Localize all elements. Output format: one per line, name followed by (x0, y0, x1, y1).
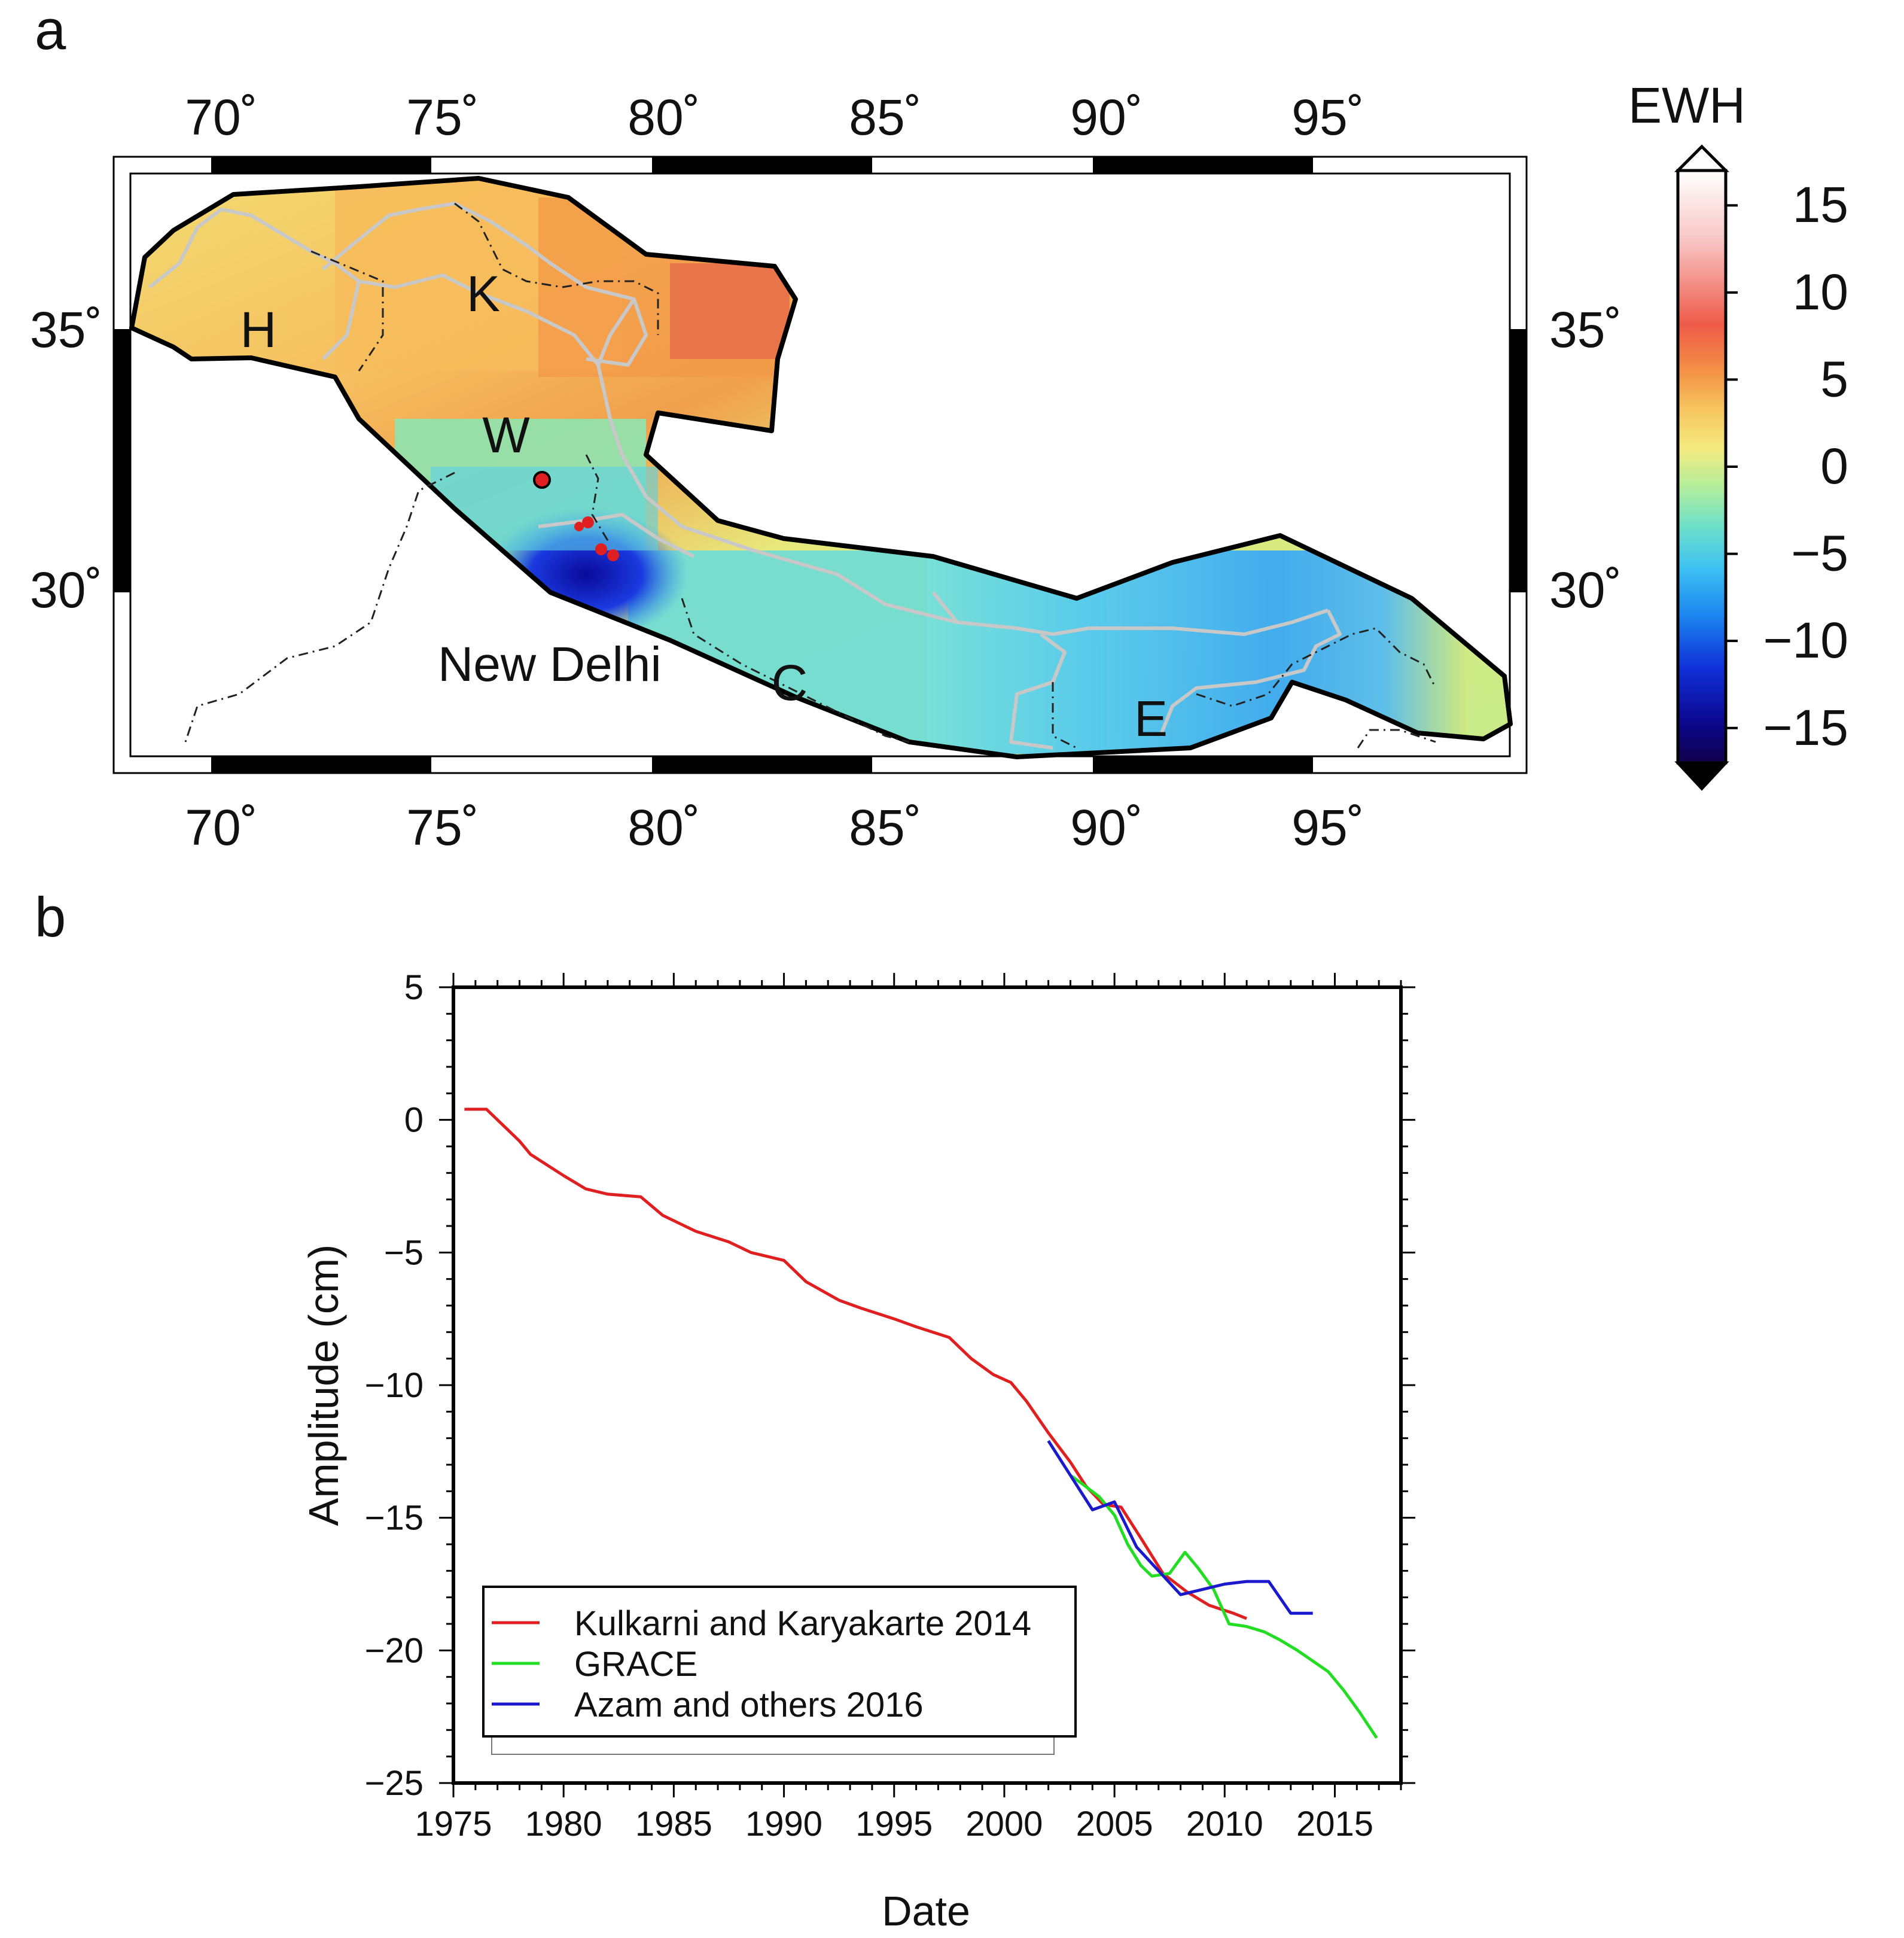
lon-tick-label: 75˚ (406, 89, 479, 145)
y-tick-label: 0 (404, 1101, 424, 1140)
y-tick-label: −10 (365, 1366, 424, 1405)
legend-label-kulkarni: Kulkarni and Karyakarte 2014 (574, 1604, 1031, 1643)
legend-box (482, 1586, 1077, 1738)
lat-tick-label: 35˚ (1549, 302, 1622, 358)
x-tick-label: 1985 (635, 1805, 712, 1843)
colorbar-top-triangle (1674, 144, 1730, 172)
x-tick-label: 1975 (415, 1805, 492, 1843)
city-label-new-delhi: New Delhi (438, 637, 662, 692)
legend-label-grace: GRACE (574, 1645, 697, 1684)
lat-tick-label: 30˚ (30, 562, 102, 618)
observation-point (582, 516, 594, 528)
series-lines (464, 1108, 1378, 1739)
region-label-e: E (1134, 690, 1168, 747)
x-tick-label: 1980 (525, 1805, 602, 1843)
lon-tick-label: 75˚ (406, 799, 479, 856)
lon-tick-label: 95˚ (1291, 799, 1364, 856)
colorbar-bar (1676, 169, 1728, 765)
lon-ticks-top: 70˚ 75˚ 80˚ 85˚ 90˚ 95˚ (185, 89, 1364, 145)
y-tick-label: 5 (404, 968, 424, 1007)
region-label-c: C (772, 655, 808, 711)
lon-tick-label: 80˚ (627, 89, 700, 145)
panel-b-label: b (35, 886, 66, 948)
lon-tick-label: 90˚ (1070, 799, 1143, 856)
panel-b: b 1975 1980 1985 1990 1995 2000 2005 2010 2015 5 0… (35, 886, 1415, 1934)
y-tick-label: −25 (365, 1764, 424, 1803)
region-label-h: H (240, 302, 277, 358)
lat-tick-label: 30˚ (1549, 562, 1622, 618)
colorbar-tick-label: 15 (1793, 177, 1848, 233)
observation-point (607, 549, 619, 561)
x-tick-label: 1990 (745, 1805, 822, 1843)
observation-point (595, 543, 607, 555)
lat-tick-label: 35˚ (30, 302, 102, 358)
lon-tick-label: 90˚ (1070, 89, 1143, 145)
observation-point (533, 471, 551, 489)
x-axis-label: Date (882, 1888, 970, 1934)
x-tick-label: 2005 (1076, 1805, 1153, 1843)
lon-tick-label: 85˚ (849, 799, 921, 856)
y-tick-label: −15 (365, 1499, 424, 1538)
panel-a-label: a (35, 0, 66, 61)
colorbar: EWH 15 10 5 0 −5 −10 −15 (1628, 77, 1849, 791)
observation-points (533, 471, 619, 561)
x-tick-label: 2015 (1296, 1805, 1373, 1843)
colorbar-tick-label: 10 (1793, 264, 1848, 320)
series-line-grace (1069, 1474, 1378, 1739)
colorbar-tick-label: −5 (1791, 525, 1848, 582)
panel-a: a (30, 0, 1848, 856)
colorbar-tick-label: −10 (1763, 612, 1849, 668)
legend: Kulkarni and Karyakarte 2014 GRACE Azam … (482, 1586, 1077, 1755)
lon-tick-label: 85˚ (849, 89, 921, 145)
lon-tick-label: 95˚ (1291, 89, 1364, 145)
lon-ticks-bottom: 70˚ 75˚ 80˚ 85˚ 90˚ 95˚ (185, 799, 1364, 856)
legend-label-azam: Azam and others 2016 (574, 1686, 924, 1724)
axis-ticks: 1975 1980 1985 1990 1995 2000 2005 2010 2015 5 0 −5… (365, 968, 1415, 1843)
region-label-k: K (467, 266, 500, 322)
x-tick-label: 2000 (965, 1805, 1043, 1843)
colorbar-title: EWH (1628, 77, 1745, 133)
y-tick-label: −20 (365, 1631, 424, 1670)
colorbar-bottom-triangle (1674, 761, 1729, 791)
observation-point (574, 522, 584, 531)
series-line-azam (1047, 1440, 1313, 1615)
y-axis-label: Amplitude (cm) (300, 1245, 347, 1526)
region-label-w: W (482, 407, 529, 463)
colorbar-tick-label: 0 (1820, 438, 1848, 494)
series-line-kulkarni (464, 1108, 1248, 1620)
colorbar-tick-label: −15 (1763, 699, 1849, 756)
subregion-boundaries (148, 202, 1342, 750)
y-tick-label: −5 (384, 1233, 424, 1272)
colorbar-tick-label: 5 (1820, 351, 1848, 407)
x-tick-label: 2010 (1186, 1805, 1263, 1843)
lon-tick-label: 80˚ (627, 799, 700, 856)
country-borders (184, 202, 1437, 749)
x-tick-label: 1995 (855, 1805, 933, 1843)
lat-ticks: 35˚ 30˚ 35˚ 30˚ (30, 302, 1622, 618)
lon-tick-label: 70˚ (185, 89, 257, 145)
lon-tick-label: 70˚ (185, 799, 257, 856)
